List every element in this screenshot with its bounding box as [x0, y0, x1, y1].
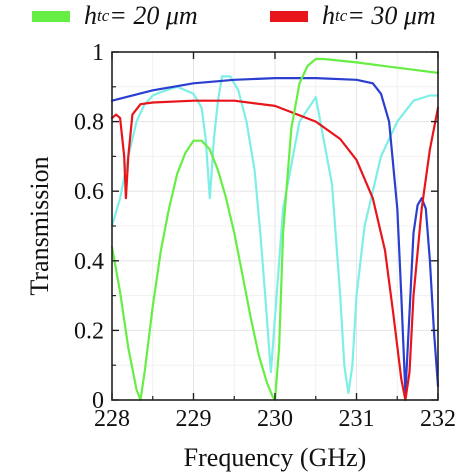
- series-lines: [110, 57, 440, 402]
- x-tick-label: 230: [257, 406, 293, 432]
- y-tick-label: 0.6: [74, 179, 104, 205]
- y-tick-label: 0.2: [74, 318, 104, 344]
- x-tick-label: 229: [176, 406, 212, 432]
- y-tick-label: 0: [92, 388, 104, 414]
- legend-subscript: tc: [335, 6, 348, 25]
- x-axis-label: Frequency (GHz): [184, 443, 367, 472]
- legend-text: = 30 μm: [347, 1, 436, 30]
- legend-swatch-30um: [270, 10, 308, 22]
- legend-text: = 20 μm: [109, 1, 198, 30]
- legend-subscript: tc: [97, 6, 110, 25]
- x-tick-label: 228: [94, 406, 130, 432]
- legend-entry-20um: h tc = 20 μm: [32, 1, 198, 30]
- y-tick-label: 0.4: [74, 249, 104, 275]
- x-tick-label: 232: [420, 406, 456, 432]
- legend-symbol: h: [84, 1, 97, 30]
- y-tick-label: 1: [92, 40, 104, 66]
- ticks: 228 229 230 231 232 0 0.2 0.4 0.6 0.8 1: [74, 40, 456, 432]
- y-axis-label: Transmission: [25, 156, 54, 295]
- y-tick-label: 0.8: [74, 110, 104, 136]
- legend-entry-30um: h tc = 30 μm: [270, 1, 436, 30]
- x-tick-label: 231: [339, 406, 375, 432]
- grid: [111, 51, 439, 401]
- series-line-1: [110, 57, 440, 402]
- legend-symbol: h: [322, 1, 335, 30]
- series-line-2: [110, 99, 440, 402]
- legend-swatch-20um: [32, 10, 70, 22]
- series-line-3: [110, 76, 440, 395]
- series-line-4: [110, 75, 440, 395]
